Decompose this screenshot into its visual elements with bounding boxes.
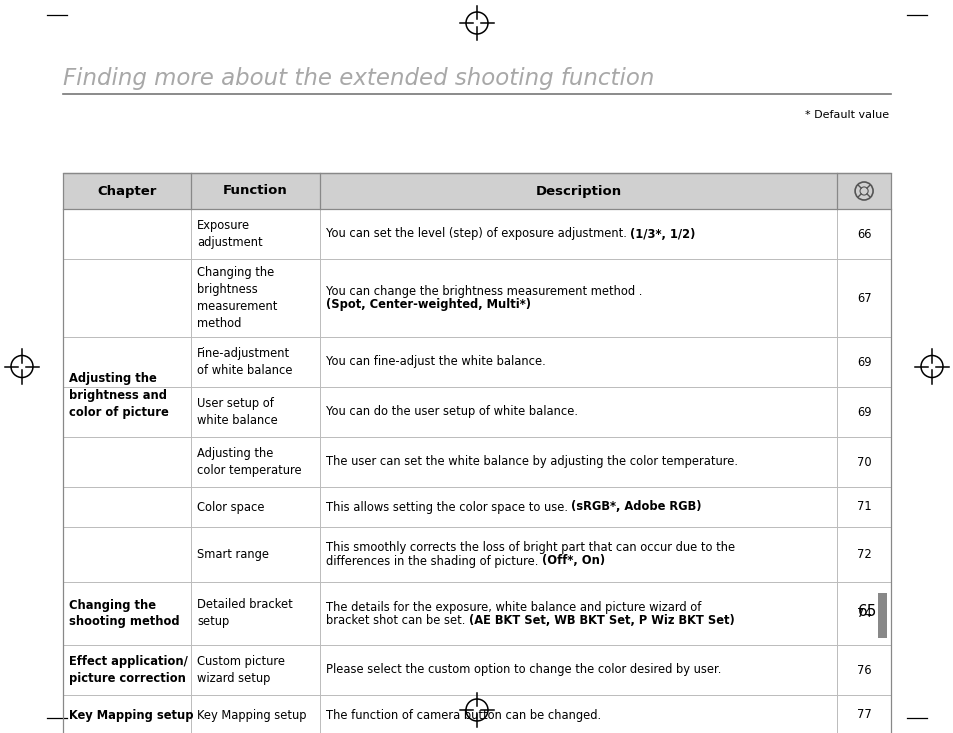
Bar: [63, 173, 890, 209]
Text: Changing the
brightness
measurement
method: Changing the brightness measurement meth…: [197, 266, 277, 330]
Text: * Default value: * Default value: [804, 110, 888, 120]
Text: 72: 72: [856, 548, 870, 561]
Text: Chapter: Chapter: [97, 185, 156, 197]
Text: 74: 74: [856, 607, 870, 620]
Text: (AE BKT Set, WB BKT Set, P Wiz BKT Set): (AE BKT Set, WB BKT Set, P Wiz BKT Set): [468, 614, 734, 627]
Text: 65: 65: [858, 605, 877, 619]
Text: 69: 69: [856, 356, 870, 369]
Text: The user can set the white balance by adjusting the color temperature.: The user can set the white balance by ad…: [325, 455, 737, 468]
Text: You can set the level (step) of exposure adjustment.: You can set the level (step) of exposure…: [325, 227, 630, 240]
Text: (Off*, On): (Off*, On): [541, 554, 604, 567]
Text: This smoothly corrects the loss of bright part that can occur due to the: This smoothly corrects the loss of brigh…: [325, 542, 734, 554]
Text: Finding more about the extended shooting function: Finding more about the extended shooting…: [63, 67, 654, 90]
Bar: [877, 593, 886, 638]
Text: Key Mapping setup: Key Mapping setup: [69, 709, 193, 721]
Text: User setup of
white balance: User setup of white balance: [197, 397, 277, 427]
Text: Function: Function: [223, 185, 288, 197]
Text: Adjusting the
color temperature: Adjusting the color temperature: [197, 447, 302, 477]
Text: differences in the shading of picture.: differences in the shading of picture.: [325, 554, 541, 567]
Text: Detailed bracket
setup: Detailed bracket setup: [197, 599, 293, 628]
Text: Key Mapping setup: Key Mapping setup: [197, 709, 307, 721]
Text: This allows setting the color space to use.: This allows setting the color space to u…: [325, 501, 571, 514]
Text: Color space: Color space: [197, 501, 265, 514]
Text: Custom picture
wizard setup: Custom picture wizard setup: [197, 655, 285, 685]
Bar: [63, 173, 890, 733]
Text: The function of camera button can be changed.: The function of camera button can be cha…: [325, 709, 600, 721]
Text: bracket shot can be set.: bracket shot can be set.: [325, 614, 468, 627]
Text: 76: 76: [856, 663, 870, 677]
Text: You can fine-adjust the white balance.: You can fine-adjust the white balance.: [325, 356, 545, 369]
Text: Adjusting the
brightness and
color of picture: Adjusting the brightness and color of pi…: [69, 372, 169, 419]
Text: Fine-adjustment
of white balance: Fine-adjustment of white balance: [197, 347, 293, 377]
Text: 67: 67: [856, 292, 870, 304]
Text: 70: 70: [856, 455, 870, 468]
Text: You can do the user setup of white balance.: You can do the user setup of white balan…: [325, 405, 578, 419]
Text: Smart range: Smart range: [197, 548, 269, 561]
Text: Changing the
shooting method: Changing the shooting method: [69, 599, 179, 628]
Text: You can change the brightness measurement method .: You can change the brightness measuremen…: [325, 285, 641, 298]
Text: Exposure
adjustment: Exposure adjustment: [197, 219, 263, 249]
Text: Description: Description: [535, 185, 620, 197]
Text: Effect application/
picture correction: Effect application/ picture correction: [69, 655, 188, 685]
Text: Please select the custom option to change the color desired by user.: Please select the custom option to chang…: [325, 663, 720, 677]
Text: 77: 77: [856, 709, 870, 721]
Text: 69: 69: [856, 405, 870, 419]
Text: (Spot, Center-weighted, Multi*): (Spot, Center-weighted, Multi*): [325, 298, 530, 311]
Text: (1/3*, 1/2): (1/3*, 1/2): [630, 227, 695, 240]
Text: 71: 71: [856, 501, 870, 514]
Text: The details for the exposure, white balance and picture wizard of: The details for the exposure, white bala…: [325, 600, 700, 614]
Text: (sRGB*, Adobe RGB): (sRGB*, Adobe RGB): [571, 501, 701, 514]
Text: 66: 66: [856, 227, 870, 240]
